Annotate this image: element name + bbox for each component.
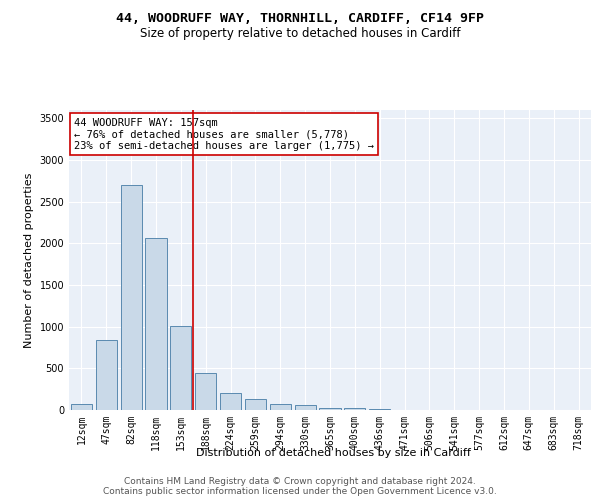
Bar <box>145 238 167 410</box>
Bar <box>344 408 365 410</box>
Text: Size of property relative to detached houses in Cardiff: Size of property relative to detached ho… <box>140 28 460 40</box>
Bar <box>245 399 266 410</box>
Bar <box>295 405 316 410</box>
Text: Distribution of detached houses by size in Cardiff: Distribution of detached houses by size … <box>196 448 470 458</box>
Bar <box>319 408 341 410</box>
Bar <box>220 394 241 410</box>
Bar <box>195 372 216 410</box>
Text: 44, WOODRUFF WAY, THORNHILL, CARDIFF, CF14 9FP: 44, WOODRUFF WAY, THORNHILL, CARDIFF, CF… <box>116 12 484 26</box>
Bar <box>71 404 92 410</box>
Bar <box>270 404 291 410</box>
Text: Contains public sector information licensed under the Open Government Licence v3: Contains public sector information licen… <box>103 486 497 496</box>
Bar <box>121 185 142 410</box>
Y-axis label: Number of detached properties: Number of detached properties <box>24 172 34 348</box>
Bar <box>170 326 191 410</box>
Bar <box>369 409 390 410</box>
Bar <box>96 340 117 410</box>
Text: Contains HM Land Registry data © Crown copyright and database right 2024.: Contains HM Land Registry data © Crown c… <box>124 476 476 486</box>
Text: 44 WOODRUFF WAY: 157sqm
← 76% of detached houses are smaller (5,778)
23% of semi: 44 WOODRUFF WAY: 157sqm ← 76% of detache… <box>74 118 374 150</box>
